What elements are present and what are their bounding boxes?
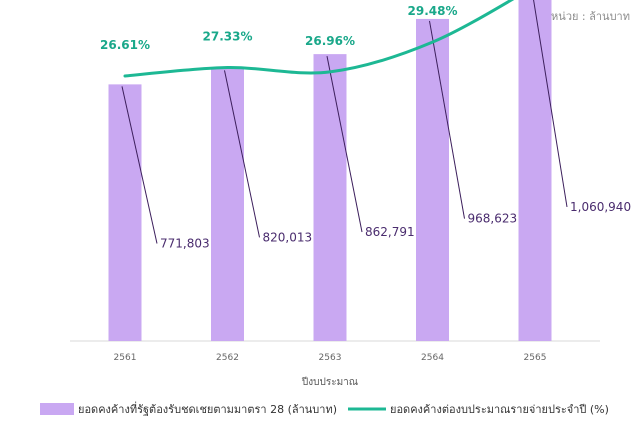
percent-label: 26.61%: [100, 38, 150, 52]
x-tick-label: 2565: [524, 353, 547, 363]
bar: [518, 0, 552, 341]
percent-label: 26.96%: [305, 34, 355, 48]
legend-bar-label: ยอดคงค้างที่รัฐต้องรับชดเชยตามมาตรา 28 (…: [78, 401, 337, 416]
percent-label: 29.48%: [408, 4, 458, 18]
x-tick-label: 2563: [319, 353, 342, 363]
bar-value-label: 1,060,940: [570, 200, 631, 214]
value-leader-line: [326, 56, 363, 233]
legend-line-label: ยอดคงค้างต่องบประมาณรายจ่ายประจำปี (%): [390, 403, 609, 416]
bar: [313, 54, 347, 341]
bar: [211, 68, 244, 342]
value-leader-line: [533, 0, 568, 208]
x-axis-label: ปีงบประมาณ: [301, 376, 358, 388]
x-tick-label: 2561: [114, 353, 137, 363]
percent-label: 27.33%: [203, 30, 253, 44]
bar: [416, 18, 449, 341]
x-tick-label: 2564: [421, 353, 444, 363]
x-tick-label: 2562: [216, 353, 239, 363]
bar-value-label: 820,013: [263, 230, 313, 244]
value-leader-line: [224, 70, 260, 238]
bar-value-label: 771,803: [160, 236, 210, 250]
bar-value-label: 968,623: [468, 212, 518, 226]
value-leader-line: [429, 20, 465, 219]
bar-value-label: 862,791: [365, 225, 415, 239]
bar: [108, 84, 142, 342]
value-leader-line: [121, 86, 158, 244]
legend-bar-swatch: [40, 403, 74, 415]
unit-note: หน่วย : ล้านบาท: [551, 10, 630, 23]
legend: ยอดคงค้างที่รัฐต้องรับชดเชยตามมาตรา 28 (…: [40, 401, 609, 416]
